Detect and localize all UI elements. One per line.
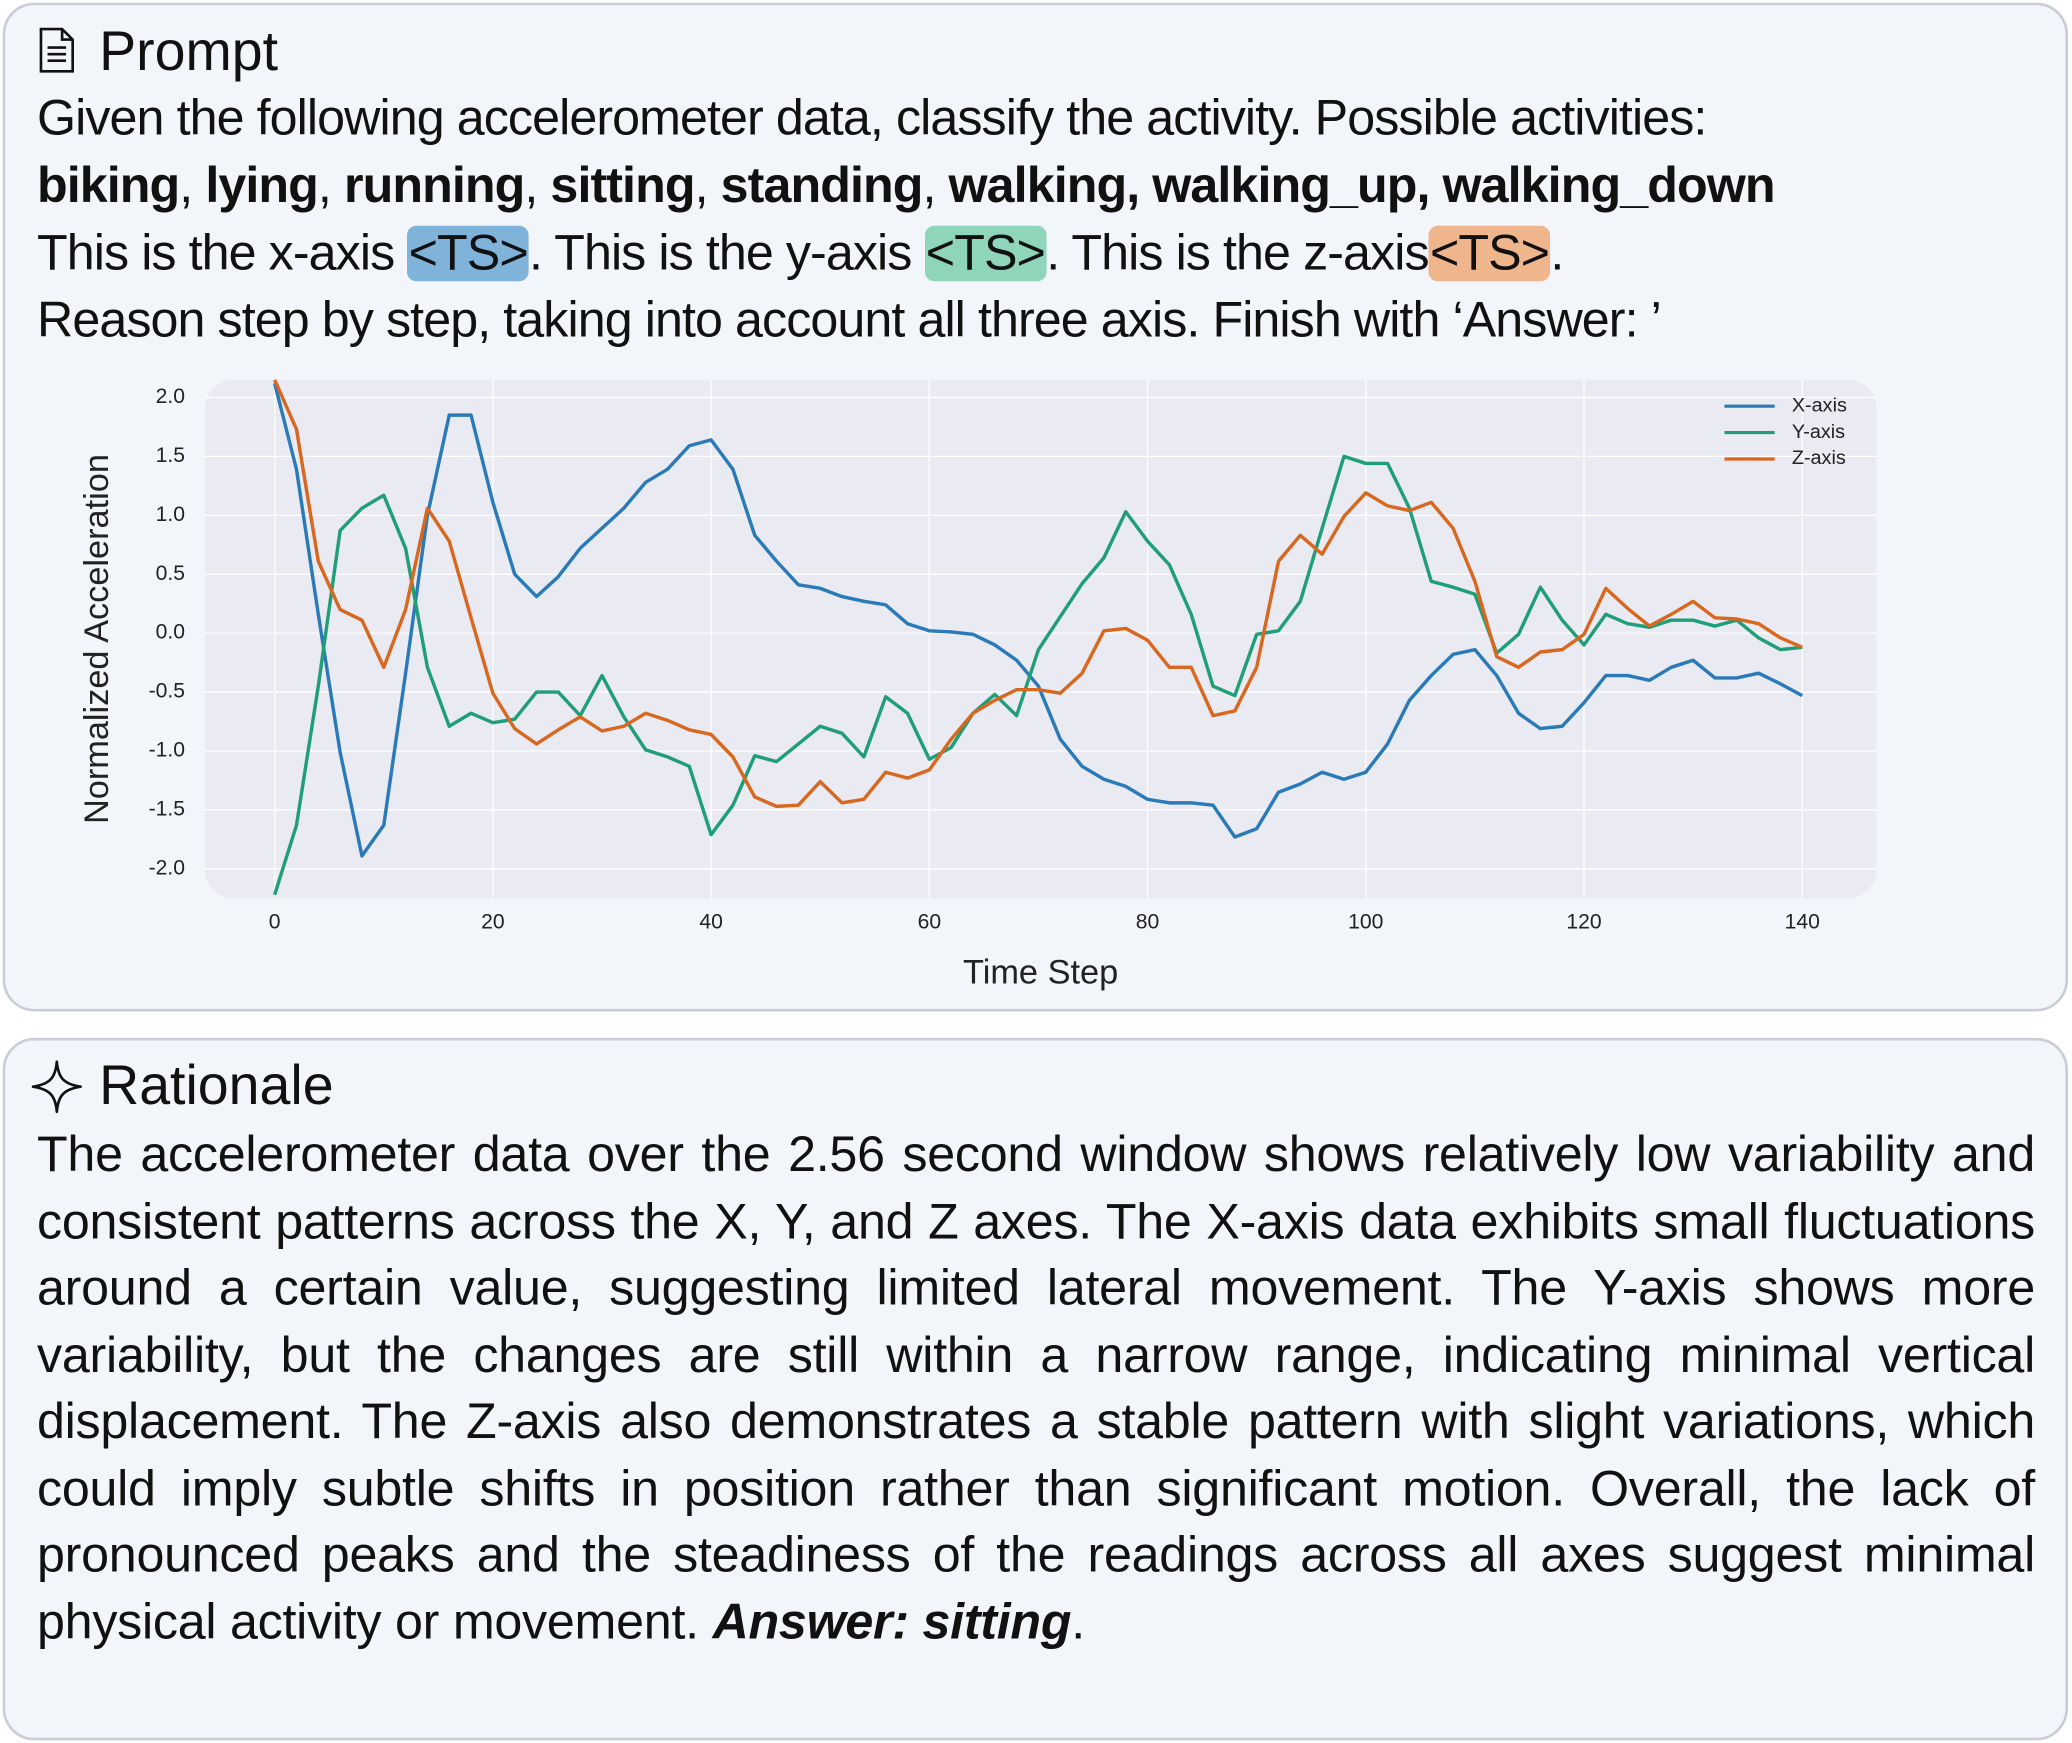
y-tick-label: 2.0 — [156, 385, 185, 408]
document-icon — [39, 27, 75, 73]
prompt-line: biking, lying, running, sitting, standin… — [37, 153, 1776, 220]
series-line — [272, 382, 1804, 858]
text-span: running — [343, 158, 525, 214]
sparkle-icon — [31, 1060, 82, 1114]
x-tick-label: 20 — [481, 911, 505, 934]
answer: Answer: sitting — [712, 1594, 1072, 1650]
legend-label: X-axis — [1792, 394, 1847, 416]
plot-background — [204, 379, 1877, 899]
x-tick-label: 120 — [1566, 911, 1601, 934]
y-axis-label: Normalized Acceleration — [78, 454, 116, 824]
text-span: . This is the z-axis — [1046, 225, 1429, 282]
text-span: , — [694, 158, 721, 214]
text-span: biking — [37, 158, 180, 214]
y-tick-label: -0.5 — [149, 680, 185, 703]
series-line — [273, 454, 1803, 896]
legend-label: Y-axis — [1792, 421, 1845, 443]
text-span: walking, walking_up, walking_down — [948, 158, 1776, 214]
rationale-panel — [2, 1037, 2069, 1741]
ts-token: <TS> — [1428, 225, 1551, 282]
x-tick-label: 80 — [1136, 911, 1160, 934]
text-span: The accelerometer data over the 2.56 sec… — [37, 1127, 2036, 1650]
y-tick-label: -1.0 — [149, 739, 185, 762]
text-span: Given the following accelerometer data, … — [37, 91, 1707, 147]
prompt-line: Reason step by step, taking into account… — [37, 288, 1775, 355]
x-tick-label: 140 — [1785, 911, 1820, 934]
text-span: sitting — [550, 158, 695, 214]
text-span: , — [317, 158, 344, 214]
text-span: This is the x-axis — [37, 225, 408, 282]
text-span: lying — [205, 158, 318, 214]
y-tick-label: -2.0 — [149, 856, 185, 879]
x-tick-label: 100 — [1348, 911, 1383, 934]
text-span: . — [1550, 225, 1564, 282]
x-tick-label: 40 — [699, 911, 723, 934]
text-span: , — [524, 158, 551, 214]
text-span: . — [1071, 1594, 1085, 1650]
y-tick-label: 1.0 — [156, 503, 185, 526]
ts-token: <TS> — [407, 225, 530, 282]
rationale-text: The accelerometer data over the 2.56 sec… — [37, 1122, 2035, 1655]
chart: 2.0 1.5 1.0 0.5 0.0 -0.5 -1.0 -1.5 -2.0 0 20 40 60 80… — [78, 379, 1877, 992]
y-tick-label: 0.5 — [156, 562, 185, 585]
text-span: , — [922, 158, 949, 214]
ts-token: <TS> — [924, 225, 1047, 282]
text-span: , — [179, 158, 206, 214]
y-tick-label: -1.5 — [149, 798, 185, 821]
prompt-text: Given the following accelerometer data, … — [37, 86, 1776, 355]
legend-label: Z-axis — [1792, 447, 1846, 469]
prompt-line: Given the following accelerometer data, … — [37, 86, 1775, 153]
text-span: . This is the y-axis — [529, 225, 925, 282]
x-tick-label: 60 — [918, 911, 942, 934]
text-span: Reason step by step, taking into account… — [37, 293, 1662, 349]
y-tick-label: 1.5 — [156, 444, 185, 467]
series-line — [273, 379, 1803, 809]
y-tick-label: 0.0 — [156, 621, 185, 644]
text-span: standing — [720, 158, 924, 214]
x-axis-label: Time Step — [963, 954, 1118, 992]
prompt-line: This is the x-axis <TS>. This is the y-a… — [37, 221, 1775, 288]
rationale-title: Rationale — [99, 1053, 334, 1116]
x-tick-label: 0 — [269, 911, 281, 934]
prompt-title: Prompt — [99, 19, 278, 82]
